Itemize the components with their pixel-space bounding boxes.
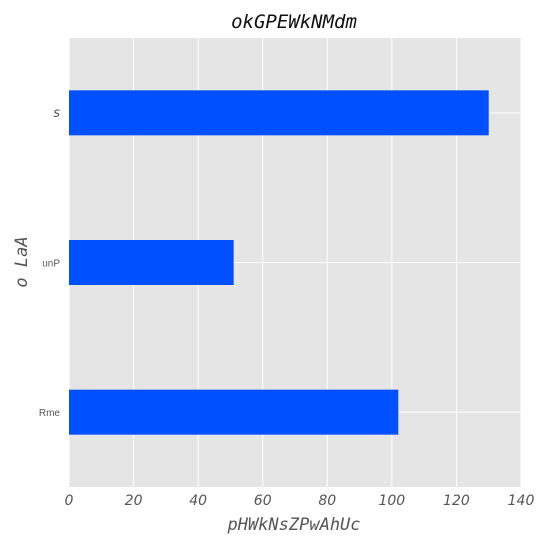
bar-unP — [69, 240, 234, 285]
x-tick-label: 60 — [254, 493, 272, 509]
x-tick-label: 140 — [508, 493, 535, 509]
x-tick-label: 40 — [189, 493, 207, 509]
y-tick-label: s — [53, 106, 60, 121]
y-tick-labels: Rme unP s — [39, 106, 61, 419]
y-tick-label: unP — [42, 259, 60, 270]
x-tick-labels: 0 20 40 60 80 100 120 140 — [65, 493, 535, 509]
y-tick-label: Rme — [39, 408, 61, 419]
x-tick-label: 20 — [125, 493, 143, 509]
chart-title: okGPEWkNMdm — [231, 11, 357, 33]
bars — [69, 90, 489, 435]
x-axis-label: pHWkNsZPwAhUc — [226, 515, 360, 535]
bar-s — [69, 90, 489, 136]
y-axis-label: o LaA — [12, 236, 32, 287]
x-tick-label: 0 — [65, 493, 74, 509]
x-tick-label: 120 — [443, 493, 470, 509]
bar-Rme — [69, 389, 399, 435]
x-tick-label: 80 — [318, 493, 336, 509]
x-tick-label: 100 — [378, 493, 405, 509]
